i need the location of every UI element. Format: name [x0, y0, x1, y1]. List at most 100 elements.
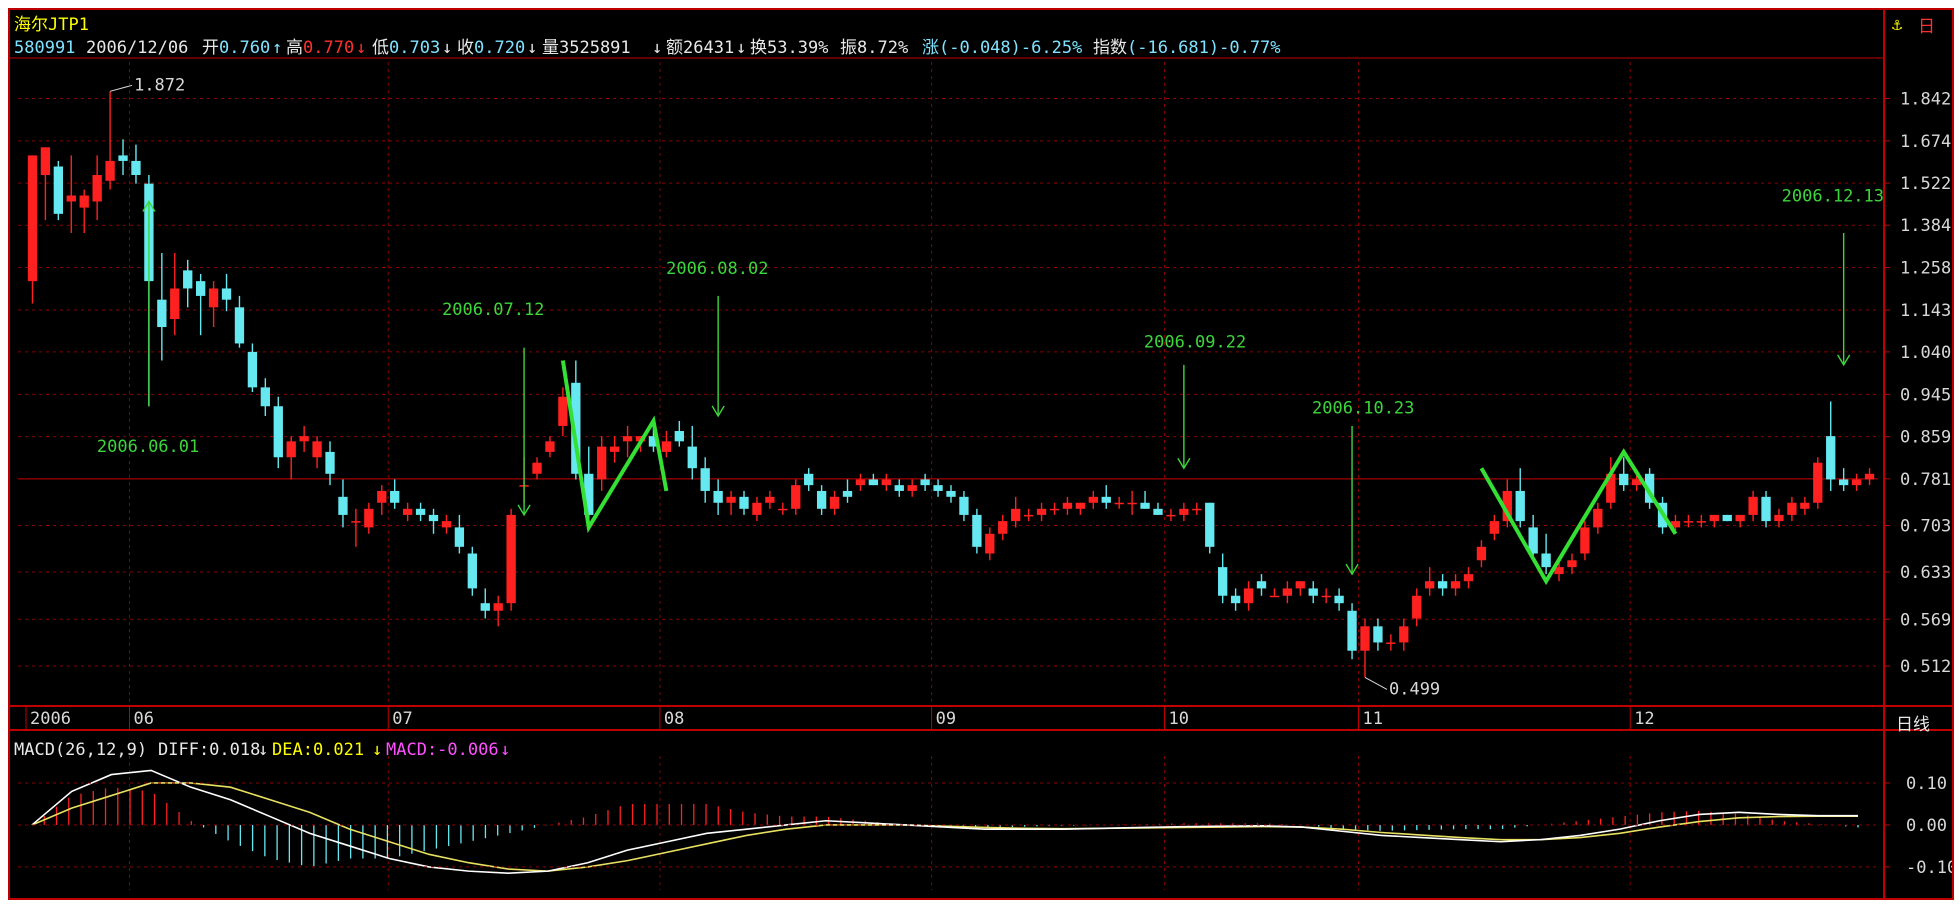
index-value: (-16.681)-0.77%	[1127, 38, 1281, 58]
date-tick-label: 2006	[30, 709, 71, 729]
candle	[183, 259, 193, 308]
candle	[1528, 514, 1538, 561]
candle-body	[1101, 496, 1111, 503]
candle-body	[157, 299, 167, 328]
candle-body	[894, 485, 904, 491]
candle-body	[1722, 514, 1732, 522]
candle-body	[985, 533, 995, 554]
candle	[1800, 496, 1810, 515]
candle	[1619, 457, 1629, 491]
candle-body	[480, 603, 490, 611]
candle	[1386, 634, 1396, 651]
candle	[1437, 574, 1448, 596]
candle	[1580, 521, 1590, 561]
candle-body	[66, 195, 76, 202]
candle	[1709, 514, 1719, 528]
price-tick-label: 0.569	[1900, 610, 1951, 630]
candle	[234, 295, 245, 348]
candle	[286, 436, 296, 480]
price-tick-label: 1.842	[1900, 89, 1951, 109]
candle	[545, 436, 555, 458]
candle	[816, 485, 827, 515]
candle	[829, 490, 840, 515]
price-tick-label: 0.945	[1900, 385, 1951, 405]
volume-arrow: ↓	[652, 38, 662, 58]
diff-line	[31, 769, 1858, 875]
candle-body	[687, 446, 697, 469]
close-value: 0.720	[474, 38, 525, 58]
candle	[571, 360, 581, 480]
high-label: 高	[286, 38, 303, 58]
candle-body	[868, 479, 879, 486]
zigzag-lines	[560, 360, 1678, 586]
candle-body	[1360, 626, 1370, 651]
period-icon[interactable]: 日	[1918, 17, 1935, 37]
candle-body	[286, 441, 296, 458]
candle	[855, 473, 866, 491]
annotation-arrowhead	[517, 504, 531, 517]
candle-body	[325, 451, 335, 474]
macd-diff-arrow: ↓	[258, 740, 268, 760]
amount-arrow: ↓	[736, 38, 746, 58]
anchor-icon[interactable]: ⚓	[1892, 15, 1902, 35]
candle	[273, 396, 283, 469]
date-annotation: 2006.09.22	[1144, 333, 1246, 470]
candle	[1295, 581, 1305, 596]
candle	[1761, 490, 1771, 528]
candle-body	[972, 514, 982, 547]
candle-body	[1282, 588, 1293, 596]
amplitude-value: 8.72%	[857, 38, 908, 58]
candle-body	[1502, 490, 1512, 522]
candle-body	[1851, 479, 1862, 486]
date-annotation: 2006.12.13	[1782, 187, 1884, 367]
macd-value: MACD:-0.006	[386, 740, 499, 760]
candle-body	[402, 508, 413, 515]
candle	[959, 490, 969, 522]
date-tick-label: 09	[936, 709, 956, 729]
candle-body	[1826, 436, 1836, 480]
candle-body	[1049, 508, 1060, 511]
macd-axis: 0.10 0.00 -0.10	[18, 774, 1952, 878]
candle	[1826, 401, 1836, 491]
candle	[584, 446, 594, 528]
date-annotation: 2006.06.01	[97, 200, 199, 457]
open-arrow: ↑	[272, 38, 282, 58]
candle-body	[208, 288, 219, 308]
candle	[687, 425, 697, 480]
price-tick-label: 1.258	[1900, 259, 1951, 279]
candle-body	[234, 307, 245, 344]
candle	[428, 508, 439, 534]
turnover-value: 53.39%	[767, 38, 828, 58]
candle-body	[1748, 496, 1758, 515]
candle-body	[118, 155, 128, 161]
candle-body	[1644, 473, 1655, 503]
macd-tick-label: 0.00	[1906, 816, 1947, 836]
candle-body	[739, 496, 749, 509]
candle	[493, 595, 503, 627]
candle	[609, 436, 620, 463]
candle	[597, 436, 607, 491]
candle	[1166, 508, 1176, 522]
candle	[1412, 588, 1422, 627]
candle-body	[1308, 588, 1318, 596]
candle	[1036, 502, 1047, 522]
candle-body	[1334, 595, 1344, 604]
candle-body	[842, 490, 853, 497]
candle	[1748, 490, 1758, 522]
grid	[10, 10, 1952, 898]
candle	[1127, 490, 1137, 515]
candle-body	[920, 479, 930, 486]
candle	[1023, 508, 1034, 522]
candle-body	[415, 508, 426, 515]
date-tick-label: 08	[664, 709, 684, 729]
candle-body	[1166, 514, 1176, 517]
candle	[1011, 496, 1021, 528]
period-label[interactable]: 日线	[1896, 715, 1930, 735]
macd-tick-label: 0.10	[1906, 774, 1947, 794]
date-annotation: 2006.08.02	[666, 259, 768, 418]
candle-body	[713, 490, 723, 503]
macd-dea: DEA:0.021	[272, 740, 364, 760]
candle-body	[545, 441, 555, 452]
candle	[1787, 496, 1797, 522]
candle	[532, 457, 542, 480]
